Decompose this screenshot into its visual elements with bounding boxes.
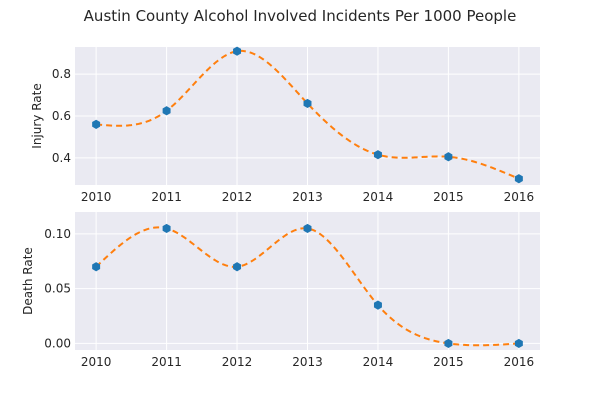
x-tick-label: 2012	[222, 355, 253, 369]
x-tick-label: 2015	[433, 190, 464, 204]
y-tick-label: 0.8	[52, 67, 71, 81]
death-rate-points	[92, 223, 523, 349]
death-rate-panel: 2010 2011 2012 2013 2014 2015 2016 0.00 0.05 0.1…	[21, 212, 540, 369]
data-point	[92, 262, 101, 272]
death-y-tick-labels: 0.00 0.05 0.10	[44, 227, 71, 351]
x-tick-label: 2010	[81, 355, 112, 369]
data-point	[162, 106, 171, 116]
data-point	[373, 150, 382, 160]
injury-x-tick-labels: 2010 2011 2012 2013 2014 2015 2016	[81, 190, 534, 204]
y-tick-label: 0.05	[44, 282, 71, 296]
x-tick-label: 2016	[504, 190, 535, 204]
x-tick-label: 2011	[151, 190, 182, 204]
data-point	[303, 98, 312, 109]
x-tick-label: 2013	[292, 190, 323, 204]
data-point	[514, 174, 523, 184]
x-tick-label: 2013	[292, 355, 323, 369]
death-rate-axis-label: Death Rate	[21, 247, 35, 315]
data-point	[444, 338, 453, 349]
x-tick-label: 2014	[363, 355, 394, 369]
y-tick-label: 0.6	[52, 109, 71, 123]
data-point	[373, 300, 382, 310]
data-point	[92, 119, 101, 129]
chart-title: Austin County Alcohol Involved Incidents…	[84, 7, 517, 25]
x-tick-label: 2010	[81, 190, 112, 204]
y-tick-label: 0.4	[52, 151, 71, 165]
data-point	[233, 262, 242, 272]
data-point	[303, 223, 312, 234]
y-tick-label: 0.00	[44, 336, 71, 350]
x-tick-label: 2014	[363, 190, 394, 204]
x-tick-label: 2011	[151, 355, 182, 369]
death-grid	[75, 212, 540, 350]
injury-grid	[75, 47, 540, 185]
data-point	[162, 223, 171, 234]
injury-rate-points	[92, 46, 523, 184]
data-point	[233, 46, 242, 56]
data-point	[444, 152, 453, 162]
injury-rate-panel: 2010 2011 2012 2013 2014 2015 2016 0.4 0.6 0.8 I…	[30, 46, 540, 204]
x-tick-label: 2016	[504, 355, 535, 369]
data-point	[514, 338, 523, 349]
y-tick-label: 0.10	[44, 227, 71, 241]
x-tick-label: 2012	[222, 190, 253, 204]
death-x-tick-labels: 2010 2011 2012 2013 2014 2015 2016	[81, 355, 534, 369]
x-tick-label: 2015	[433, 355, 464, 369]
injury-y-tick-labels: 0.4 0.6 0.8	[52, 67, 71, 165]
injury-rate-axis-label: Injury Rate	[30, 83, 44, 148]
